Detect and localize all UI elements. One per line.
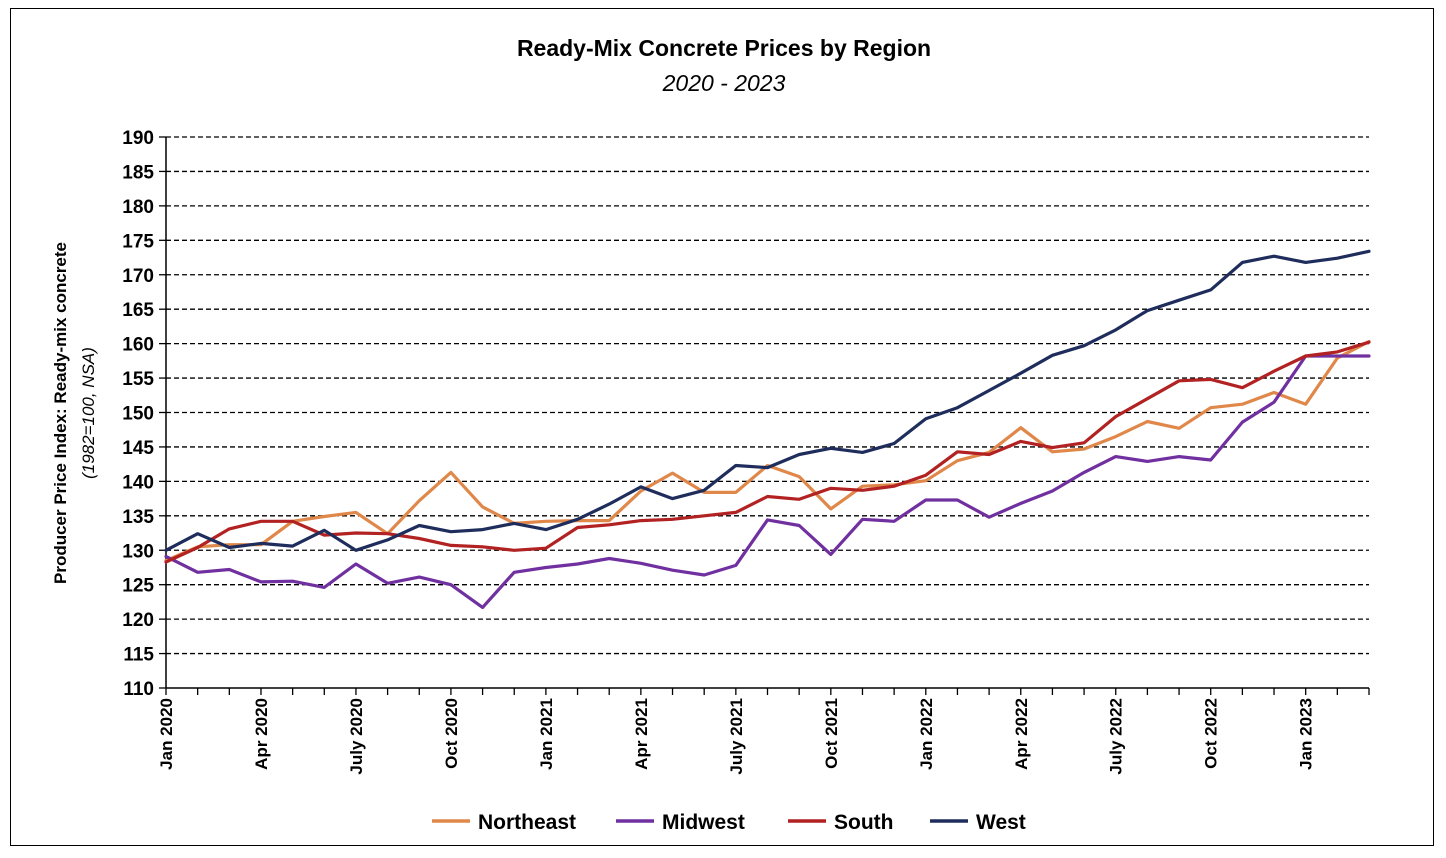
x-tick-label: Oct 2020 — [442, 698, 461, 769]
y-tick-label: 135 — [122, 507, 154, 528]
y-tick-label: 190 — [122, 128, 154, 149]
y-tick-label: 140 — [122, 472, 154, 493]
chart-title: Ready-Mix Concrete Prices by Region — [517, 35, 931, 61]
x-tick-label: Jan 2020 — [157, 698, 176, 770]
y-axis-sublabel: (1982=100, NSA) — [79, 347, 98, 479]
series-line-south — [164, 340, 1371, 564]
x-tick-label: Apr 2022 — [1012, 698, 1031, 770]
x-tick-label: Apr 2021 — [632, 698, 651, 770]
y-axis-label: Producer Price Index: Ready-mix concrete — [51, 242, 70, 584]
y-axis-ticks: 110 115 120 125 130 135 140 145 150 155 160 165 170 1… — [122, 128, 167, 700]
legend-label-midwest: Midwest — [662, 811, 745, 834]
x-tick-label: Oct 2021 — [822, 698, 841, 769]
legend: Northeast Midwest South West — [432, 811, 1026, 834]
legend-label-south: South — [834, 811, 893, 834]
y-tick-label: 155 — [122, 369, 154, 390]
x-tick-label: Jan 2022 — [917, 698, 936, 770]
x-tick-label: July 2022 — [1107, 698, 1126, 775]
series-line-midwest — [164, 354, 1371, 610]
y-tick-label: 175 — [122, 231, 154, 252]
legend-label-west: West — [976, 811, 1026, 834]
y-tick-label: 120 — [122, 610, 154, 631]
legend-label-northeast: Northeast — [478, 811, 576, 834]
y-tick-label: 185 — [122, 162, 154, 183]
chart-subtitle: 2020 - 2023 — [662, 70, 786, 96]
x-tick-label: Jan 2023 — [1297, 698, 1316, 770]
y-tick-label: 110 — [123, 679, 154, 700]
series-line-west — [164, 249, 1371, 552]
series-lines — [164, 249, 1371, 610]
chart-frame — [10, 8, 1434, 846]
x-axis: Jan 2020 Apr 2020 July 2020 Oct 2020 Jan 202… — [157, 687, 1370, 775]
y-tick-label: 145 — [122, 438, 154, 459]
x-tick-label: Oct 2022 — [1202, 698, 1221, 769]
x-tick-label: July 2021 — [727, 698, 746, 775]
y-tick-label: 165 — [122, 300, 154, 321]
x-tick-label: Apr 2020 — [252, 698, 271, 770]
x-tick-label: July 2020 — [347, 698, 366, 775]
y-tick-label: 125 — [122, 576, 154, 597]
y-tick-label: 130 — [122, 541, 154, 562]
y-tick-label: 180 — [122, 197, 154, 218]
y-tick-label: 160 — [122, 335, 154, 356]
y-tick-label: 150 — [122, 404, 154, 425]
y-tick-label: 170 — [122, 266, 154, 287]
x-tick-label: Jan 2021 — [537, 698, 556, 770]
y-tick-label: 115 — [123, 645, 154, 666]
series-line-northeast — [164, 340, 1371, 563]
gridlines — [166, 136, 1369, 655]
